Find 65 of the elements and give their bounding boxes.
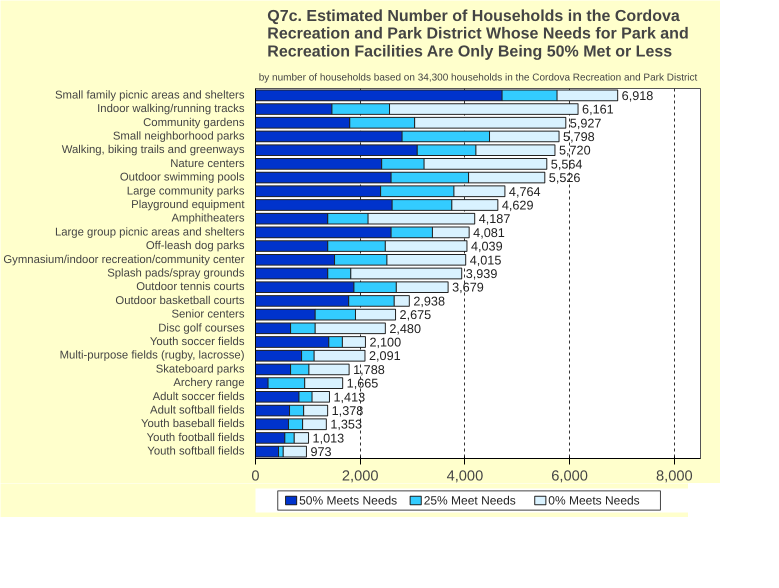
y-tick-label: Youth baseball fields — [141, 418, 245, 430]
chart-title: Q7c. Estimated Number of Households in the Cordova Recreation and Park District Whose Needs for Park and Recreation Facilities Are Only Being 50% Met or Less — [267, 8, 689, 60]
y-tick-label: Archery range — [173, 377, 245, 390]
x-tick-label: 2,000 — [342, 468, 379, 484]
chart-subtitle: by number of households based on 34,300 households in the Cordova Recreation and Park District — [258, 72, 698, 84]
y-tick-label: Gymnasium/indoor recreation/community center — [3, 254, 245, 266]
y-tick-label: Youth soccer fields — [150, 336, 245, 348]
total-label: 5,798 — [563, 130, 595, 144]
total-label: 4,015 — [470, 253, 502, 268]
legend-label: 50% Meets Needs — [299, 494, 398, 508]
total-label: 4,081 — [473, 226, 505, 240]
legend-label: 0% Meets Needs — [548, 494, 640, 508]
total-label: 5,720 — [558, 144, 591, 158]
total-label: 4,629 — [502, 198, 534, 212]
total-label: 2,675 — [400, 308, 432, 322]
y-tick-label: Small family picnic areas and shelters — [54, 89, 245, 102]
total-label: 2,091 — [368, 349, 401, 364]
x-tick-label: 6,000 — [551, 468, 588, 484]
total-label: 6,918 — [622, 88, 654, 103]
total-label: 4,039 — [470, 240, 503, 254]
total-label: 4,764 — [508, 184, 541, 199]
total-label: 1,665 — [346, 376, 378, 391]
y-tick-label: Disc golf courses — [158, 322, 245, 334]
y-tick-label: Youth football fields — [146, 432, 245, 444]
total-label: 4,187 — [478, 212, 510, 226]
y-tick-label: Senior centers — [171, 308, 245, 321]
y-tick-label: Small neighborhood parks — [112, 130, 245, 142]
total-label: 5,927 — [570, 116, 602, 130]
total-label: 1,413 — [333, 390, 366, 404]
x-tick-label: 0 — [251, 468, 260, 484]
total-label: 3,679 — [452, 280, 484, 295]
y-tick-label: Playground equipment — [131, 198, 246, 211]
total-label: 2,100 — [369, 336, 402, 350]
y-tick-label: Adult soccer fields — [152, 390, 245, 403]
y-tick-label: Outdoor tennis courts — [136, 281, 245, 294]
y-tick-label: Adult softball fields — [150, 404, 245, 417]
y-tick-label: Walking, biking trails and greenways — [62, 144, 245, 156]
y-tick-label: Outdoor swimming pools — [120, 172, 245, 184]
y-tick-label: Community gardens — [143, 116, 245, 129]
y-tick-label: Nature centers — [170, 158, 245, 170]
total-label: 1,353 — [330, 418, 362, 432]
y-tick-label: Skateboard parks — [156, 363, 245, 376]
total-label: 5,564 — [550, 157, 582, 172]
x-tick-label: 8,000 — [656, 468, 693, 484]
x-tick-label: 4,000 — [446, 468, 484, 484]
total-label: 1,378 — [332, 404, 364, 418]
y-tick-label: Large community parks — [126, 185, 245, 198]
total-label: 2,938 — [413, 294, 445, 308]
legend-label: 25% Meet Needs — [424, 494, 516, 508]
y-tick-label: Amphitheaters — [171, 212, 245, 225]
bar — [256, 446, 280, 458]
y-tick-label: Indoor walking/running tracks — [97, 103, 245, 116]
total-label: 2,480 — [389, 322, 422, 336]
y-tick-label: Large group picnic areas and shelters — [54, 226, 245, 238]
y-tick-label: Multi-purpose fields (rugby, lacrosse) — [60, 350, 245, 362]
total-label: 1,013 — [312, 431, 344, 446]
total-label: 5,526 — [548, 171, 580, 186]
total-label: 1,788 — [353, 362, 385, 377]
total-label: 6,161 — [582, 102, 614, 117]
y-tick-label: Outdoor basketball courts — [115, 294, 245, 307]
y-tick-label: Splash pads/spray grounds — [107, 268, 245, 280]
total-label: 973 — [310, 445, 332, 460]
y-tick-label: Off-leash dog parks — [146, 240, 245, 252]
total-label: 3,939 — [466, 267, 498, 281]
y-tick-label: Youth softball fields — [147, 446, 245, 458]
